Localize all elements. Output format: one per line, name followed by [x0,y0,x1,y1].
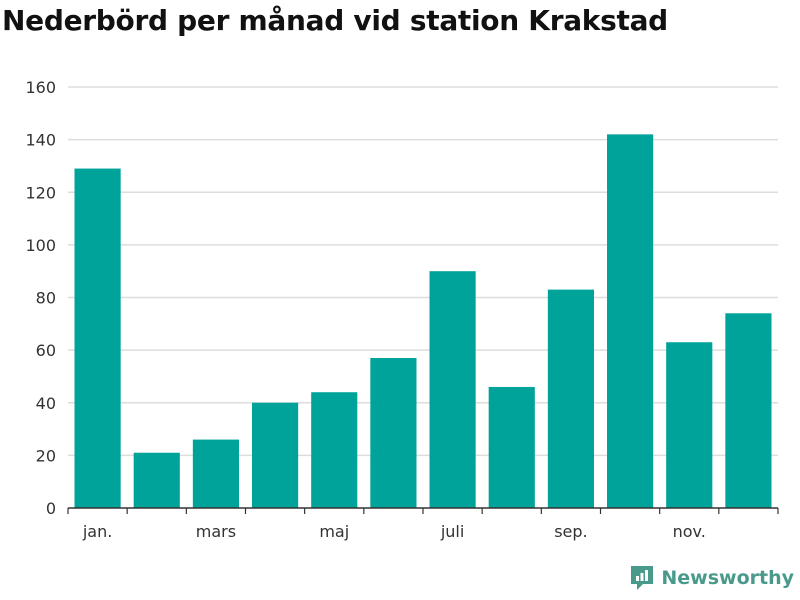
grid-lines [68,86,778,457]
newsworthy-logo: Newsworthy [629,564,794,592]
y-tick-label: 160 [25,78,56,97]
bar-juni [370,358,417,508]
x-tick-label: sep. [554,522,587,541]
bar-mars [192,439,239,508]
y-tick-label: 80 [36,289,56,308]
y-tick-label: 120 [25,183,56,202]
x-tick-label: juli [440,522,464,541]
bars [74,134,772,509]
y-tick-label: 140 [25,131,56,150]
bar-okt [607,134,654,509]
y-tick-label: 60 [36,341,56,360]
newsworthy-logo-icon [631,566,654,590]
x-axis-ticks: jan. mars maj juli sep. nov. [82,522,706,541]
bar-nov [666,342,713,508]
y-tick-label: 20 [36,446,56,465]
bar-maj [311,392,358,508]
y-tick-label: 0 [46,499,56,518]
newsworthy-logo-text: Newsworthy [661,567,794,589]
bar-juli [429,271,476,508]
y-tick-label: 40 [36,394,56,413]
bar-aug [488,386,535,508]
chart-title: Nederbörd per månad vid station Krakstad [2,4,668,37]
y-tick-label: 100 [25,236,56,255]
y-axis-ticks: 0 20 40 60 80 100 120 140 160 [25,78,56,518]
x-tick-label: mars [196,522,236,541]
x-axis [67,507,779,514]
x-tick-label: maj [319,522,349,541]
bar-feb [133,452,180,508]
x-tick-label: nov. [673,522,706,541]
bar-sep [547,289,594,508]
bar-dec [725,313,772,508]
x-tick-label: jan. [82,522,112,541]
bar-apr [252,402,299,508]
bar-jan [74,168,121,508]
